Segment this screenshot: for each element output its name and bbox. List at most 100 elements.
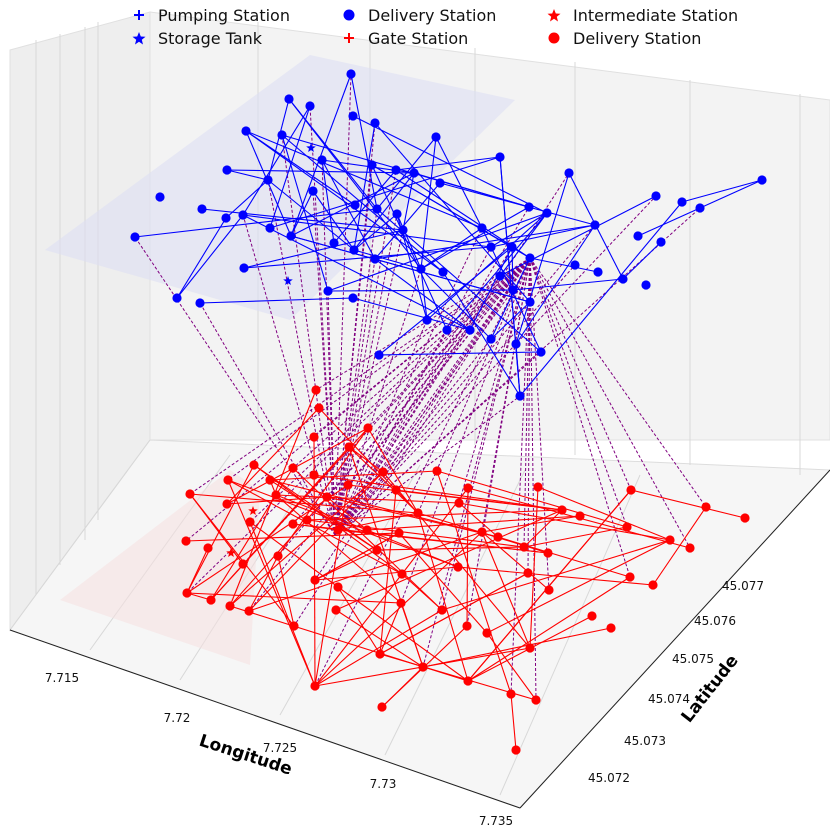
blue-network-edge xyxy=(269,156,501,229)
blue-network-edge xyxy=(499,212,548,277)
red-network-edge xyxy=(458,502,671,541)
blue-delivery-station-point xyxy=(398,225,408,235)
red-delivery-station-point xyxy=(273,551,283,561)
legend-label: Storage Tank xyxy=(158,28,263,48)
red-delivery-station-point xyxy=(310,575,320,585)
blue-network-edge xyxy=(512,278,624,291)
blue-network-edge xyxy=(226,169,415,174)
red-network-edge xyxy=(185,532,400,542)
blue-delivery-station-point xyxy=(372,204,382,214)
blue-storage-tank-point xyxy=(283,276,293,285)
axis-lines xyxy=(9,469,830,809)
interlayer-edge xyxy=(334,268,422,536)
interlayer-edge xyxy=(293,257,531,627)
interlayer-edge xyxy=(510,257,531,695)
blue-network-edge xyxy=(288,98,378,210)
y-tick-label: 45.073 xyxy=(624,734,666,748)
red-delivery-station-point xyxy=(333,582,343,592)
blue-delivery-station-point xyxy=(367,160,377,170)
interlayer-edge xyxy=(527,257,531,574)
blue-delivery-station-point xyxy=(525,253,535,263)
red-delivery-station-point xyxy=(271,490,281,500)
blue-network-edge xyxy=(327,212,548,292)
interlayer-edge xyxy=(334,227,483,536)
interlayer-edge xyxy=(334,319,428,536)
red-network-edge xyxy=(269,479,499,538)
red-delivery-station-point xyxy=(333,525,343,535)
interlayer-edge xyxy=(334,73,352,536)
blue-network-edge xyxy=(134,208,378,238)
axes-panes xyxy=(9,11,830,809)
circle-icon xyxy=(535,27,573,49)
blue-delivery-station-point xyxy=(197,204,207,214)
y-tick-label: 45.072 xyxy=(588,771,630,785)
blue-delivery-station-point xyxy=(570,260,580,270)
blue-delivery-station-point xyxy=(442,325,452,335)
red-delivery-station-point xyxy=(648,580,658,590)
red-delivery-station-point xyxy=(685,543,695,553)
blue-delivery-station-point xyxy=(495,152,505,162)
red-network-edge xyxy=(379,489,397,655)
blue-network-edge xyxy=(281,134,444,273)
red-delivery-station-point xyxy=(314,403,324,413)
interlayer-edge xyxy=(334,169,397,536)
blue-network-edge xyxy=(243,229,404,269)
blue-delivery-station-point xyxy=(391,165,401,175)
blue-network-edge xyxy=(420,136,437,270)
red-network-edge xyxy=(401,573,443,611)
red-delivery-station-point xyxy=(245,517,255,527)
red-delivery-station-point xyxy=(482,628,492,638)
red-delivery-station-point xyxy=(343,480,353,490)
blue-network-edge xyxy=(176,214,244,299)
interlayer-edge xyxy=(400,257,531,604)
blue-network-edge xyxy=(371,164,531,259)
interlayer-edge xyxy=(347,257,531,486)
red-network-edge xyxy=(210,494,277,601)
red-delivery-station-point xyxy=(310,681,320,691)
red-delivery-station-point xyxy=(206,595,216,605)
red-delivery-station-point xyxy=(701,502,711,512)
blue-network-edge xyxy=(413,172,530,208)
red-delivery-station-point xyxy=(453,562,463,572)
red-network-edge xyxy=(314,532,400,581)
red-network-edge xyxy=(458,502,499,538)
red-network-edge xyxy=(326,496,368,531)
blue-network-edge xyxy=(201,208,404,231)
interlayer-edge xyxy=(529,257,537,701)
interlayer-edge xyxy=(334,246,492,536)
red-delivery-station-point xyxy=(506,689,516,699)
legend-label: Delivery Station xyxy=(573,28,702,48)
x-axis-label: Longitude xyxy=(197,731,295,780)
red-network-edge xyxy=(335,609,424,668)
red-delivery-station-point xyxy=(244,606,254,616)
blue-network-edge xyxy=(446,212,548,331)
blue-delivery-station-point xyxy=(486,334,496,344)
blue-delivery-station-point xyxy=(564,168,574,178)
red-network-edge xyxy=(210,427,369,601)
x-tick-label: 7.73 xyxy=(370,777,397,791)
blue-network-edge xyxy=(420,268,492,340)
blue-delivery-station-point xyxy=(263,175,273,185)
red-network-edge xyxy=(523,509,563,548)
red-network-edge xyxy=(275,494,368,531)
red-network-edge xyxy=(379,572,529,655)
red-delivery-station-point xyxy=(391,485,401,495)
red-delivery-station-point xyxy=(665,535,675,545)
interlayer-edge xyxy=(337,257,531,531)
red-delivery-station-point xyxy=(437,605,447,615)
blue-network-edge xyxy=(225,179,269,219)
blue-delivery-station-point xyxy=(641,280,651,290)
red-delivery-station-point xyxy=(477,527,487,537)
red-delivery-station-point xyxy=(397,569,407,579)
blue-network-edge xyxy=(327,289,514,292)
red-delivery-station-point xyxy=(544,585,554,595)
red-delivery-station-point xyxy=(533,482,543,492)
interlayer-edge xyxy=(315,257,531,391)
blue-network-edge xyxy=(499,195,657,277)
blue-delivery-station-point xyxy=(277,130,287,140)
blue-network-edge xyxy=(352,297,471,331)
red-network-edge xyxy=(486,539,671,634)
red-delivery-station-point xyxy=(543,548,553,558)
blue-network-edge xyxy=(176,217,227,299)
blue-delivery-station-point xyxy=(370,254,380,264)
